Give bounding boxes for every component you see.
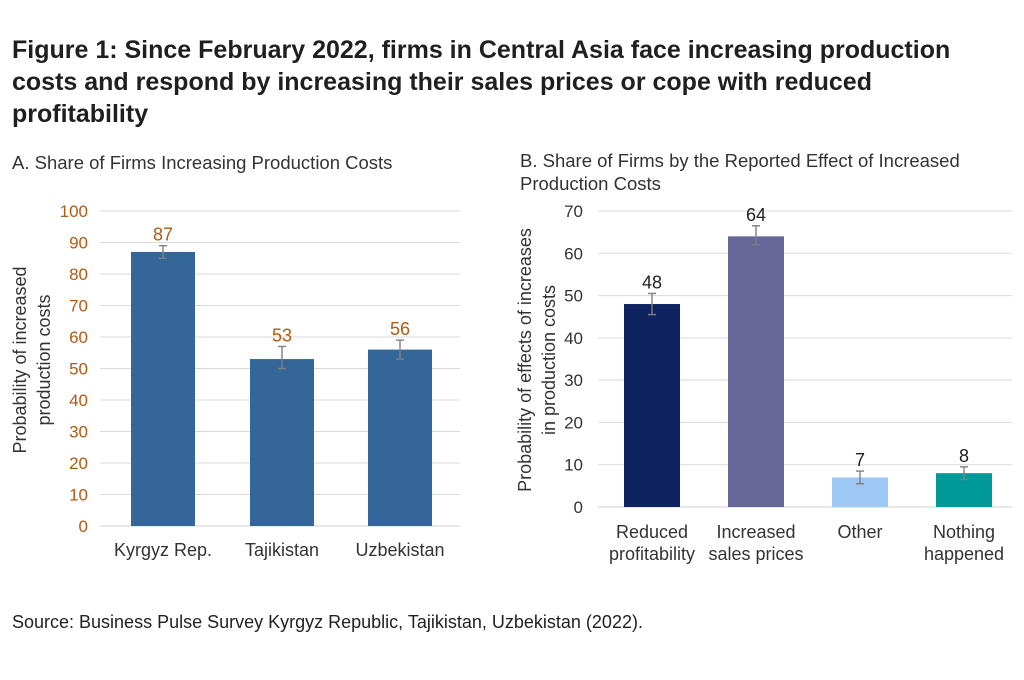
panel-b-bar [624,304,680,507]
panel-b-category-label: sales prices [708,544,803,564]
panel-b-y-tick-label: 10 [564,456,583,475]
panel-b-y-tick-label: 20 [564,413,583,432]
panel-a-bar [368,349,432,526]
panel-a-category-label: Tajikistan [245,540,319,560]
panel-b-data-label: 7 [855,450,865,470]
panel-b-bar [728,236,784,507]
panel-b-data-label: 64 [746,205,766,225]
panel-b-category-label: Other [837,522,882,542]
panel-a-y-tick-label: 50 [69,360,88,379]
panel-a-bar [250,359,314,526]
panel-a-title: A. Share of Firms Increasing Production … [12,152,393,173]
panel-a-y-tick-label: 80 [69,265,88,284]
panel-b-y-tick-label: 40 [564,329,583,348]
source-note: Source: Business Pulse Survey Kyrgyz Rep… [12,612,643,632]
panel-b-y-tick-label: 70 [564,202,583,221]
panel-a-bar [131,251,195,526]
panel-a-category-label: Kyrgyz Rep. [114,540,212,560]
panel-a-data-label: 56 [390,319,410,339]
panel-b-category-label: Reduced [616,522,688,542]
panel-b-category-label: profitability [609,544,695,564]
panel-b-y-axis-label: in production costs [539,285,559,435]
panel-b-title: B. Share of Firms by the Reported Effect… [520,150,960,194]
panel-b-category-label: happened [924,544,1004,564]
panel-a-y-tick-label: 10 [69,486,88,505]
panel-b-data-label: 8 [959,446,969,466]
panel-a-category-label: Uzbekistan [355,540,444,560]
panel-a-y-tick-label: 0 [79,517,88,536]
panel-a-y-tick-label: 90 [69,234,88,253]
panel-a-y-axis-label: production costs [34,294,54,425]
panel-b-y-tick-label: 50 [564,287,583,306]
panel-a-y-tick-label: 40 [69,391,88,410]
figure-title: Figure 1: Since February 2022, firms in … [12,36,951,128]
panel-a-y-tick-label: 70 [69,297,88,316]
panel-a-y-tick-label: 100 [60,202,88,221]
panel-a-y-tick-label: 30 [69,423,88,442]
panel-b-category-label: Nothing [933,522,995,542]
panel-a-data-label: 53 [272,325,292,345]
panel-a-y-axis-label: Probability of increased [10,266,30,453]
panel-a-y-tick-label: 60 [69,328,88,347]
panel-b-category-label: Increased [716,522,795,542]
panel-a-y-tick-label: 20 [69,454,88,473]
panel-b-y-tick-label: 60 [564,244,583,263]
panel-b-y-axis-label: Probability of effects of increases [515,228,535,492]
panel-a-data-label: 87 [153,225,173,245]
panel-b-y-tick-label: 30 [564,371,583,390]
panel-b-data-label: 48 [642,272,662,292]
panel-b-y-tick-label: 0 [574,498,583,517]
